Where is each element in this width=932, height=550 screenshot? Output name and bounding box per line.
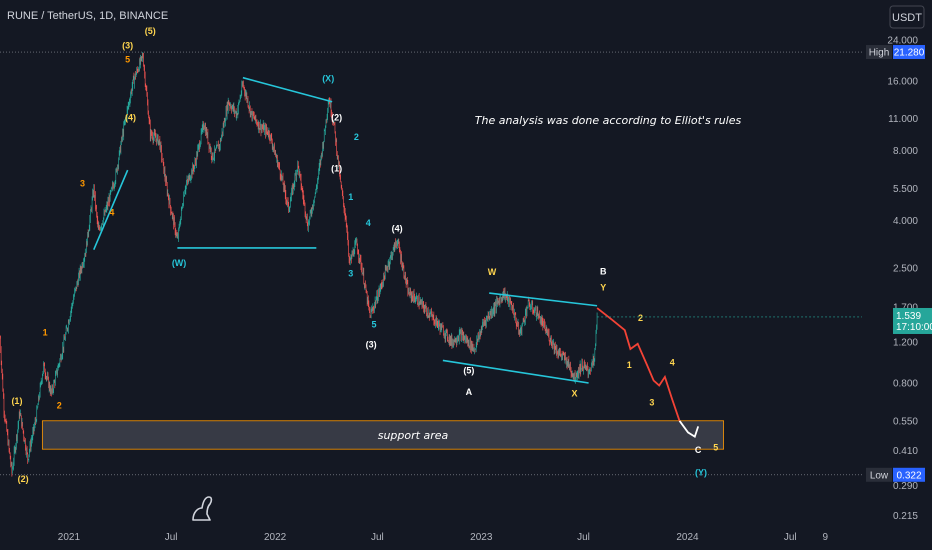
y-tick-label: 24.000 [887, 35, 918, 46]
trend-line [93, 169, 129, 250]
wave-label: 1 [348, 192, 353, 202]
wave-label: (5) [145, 26, 156, 36]
wave-label: A [466, 387, 473, 397]
wave-label: 3 [348, 268, 353, 278]
y-tick-label: 0.800 [893, 378, 918, 389]
low-marker-value: 0.322 [896, 470, 921, 481]
wave-label: (2) [18, 474, 29, 484]
wave-label: 3 [80, 179, 85, 189]
wave-label: X [571, 388, 577, 398]
projection-end-path [678, 420, 700, 438]
wave-label: (5) [463, 365, 474, 375]
y-tick-label: 4.000 [893, 216, 918, 227]
x-tick-label: 2024 [676, 532, 699, 543]
wave-label: (4) [392, 223, 403, 233]
x-tick-label: 2023 [470, 532, 493, 543]
x-tick-label: 2021 [58, 532, 81, 543]
wave-label: (1) [331, 164, 342, 174]
currency-label: USDT [892, 12, 922, 24]
wave-label: 4 [109, 208, 114, 218]
x-tick-label: 9 [823, 532, 829, 543]
trend-line [242, 76, 333, 103]
projection-path [596, 307, 681, 422]
y-tick-label: 0.215 [893, 511, 918, 522]
y-tick-label: 1.700 [893, 302, 918, 313]
y-tick-label: 8.000 [893, 146, 918, 157]
y-tick-label: 16.000 [887, 76, 918, 87]
wave-label: 2 [638, 313, 643, 323]
y-tick-label: 1.200 [893, 338, 918, 349]
wave-label: 3 [649, 397, 654, 407]
y-tick-label: 0.550 [893, 416, 918, 427]
wave-label: (X) [322, 73, 334, 83]
wave-label: (4) [125, 112, 136, 122]
wave-label: W [488, 267, 497, 277]
wave-label: B [600, 266, 607, 276]
wave-label: (Y) [695, 467, 707, 477]
low-marker-label-bg [866, 467, 892, 482]
wave-label: 4 [366, 218, 371, 228]
wave-label: Y [600, 283, 606, 293]
wave-label: (W) [172, 258, 187, 268]
wave-label: 5 [371, 319, 376, 329]
support-area-box [41, 420, 725, 450]
wave-label: 2 [57, 401, 62, 411]
x-tick-label: Jul [784, 532, 797, 543]
x-tick-label: Jul [165, 532, 178, 543]
chart-title: RUNE / TetherUS, 1D, BINANCE [7, 10, 168, 22]
last-price-countdown: 17:10:00 [896, 322, 932, 333]
support-area-label: support area [378, 429, 449, 442]
x-tick-label: Jul [577, 532, 590, 543]
trend-line [442, 359, 589, 384]
trend-line [489, 292, 598, 307]
y-tick-label: 2.500 [893, 264, 918, 275]
wave-label: 1 [627, 360, 632, 370]
x-tick-label: Jul [371, 532, 384, 543]
wave-label: 5 [713, 442, 718, 452]
low-marker-value-bg [893, 467, 925, 482]
last-price-value: 1.539 [896, 311, 921, 322]
wave-label: 4 [670, 358, 675, 368]
wave-label: (3) [122, 41, 133, 51]
high-marker-value: 21.280 [894, 48, 925, 59]
y-tick-label: 5.500 [893, 184, 918, 195]
analysis-note: The analysis was done according to Ellio… [475, 114, 742, 127]
wave-label: (2) [331, 112, 342, 122]
wave-label: (3) [366, 339, 377, 349]
wave-label: 5 [125, 54, 130, 64]
y-tick-label: 0.290 [893, 481, 918, 492]
low-marker-label: Low [870, 470, 889, 481]
y-tick-label: 11.000 [888, 114, 918, 125]
wave-label: 2 [354, 132, 359, 142]
last-price-badge [893, 307, 932, 334]
y-tick-label: 0.410 [893, 446, 918, 457]
high-marker-label: High [869, 48, 890, 59]
wave-label: (1) [11, 396, 22, 406]
currency-button[interactable] [889, 5, 925, 29]
high-marker-label-bg [866, 45, 892, 60]
dinosaur-logo-icon [192, 496, 213, 521]
wave-label: 1 [43, 328, 48, 338]
x-tick-label: 2022 [264, 532, 287, 543]
high-marker-value-bg [893, 45, 925, 60]
wave-label: C [695, 445, 702, 455]
